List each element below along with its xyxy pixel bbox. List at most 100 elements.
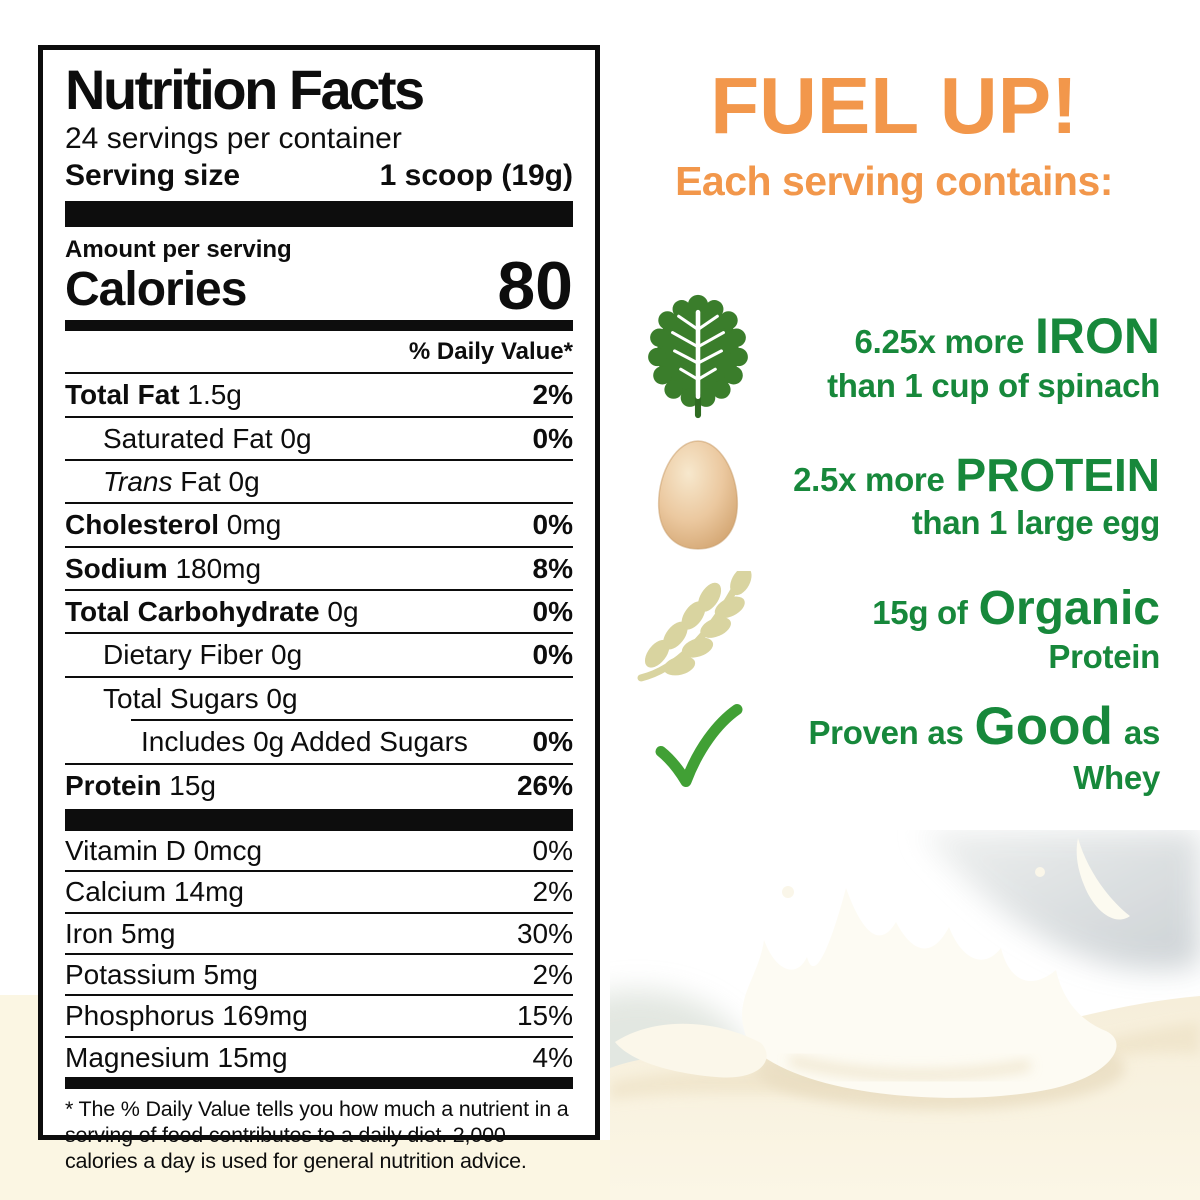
nutrient-row: Total Sugars 0g (65, 678, 573, 719)
row-separator (65, 1035, 573, 1038)
promo-subheadline: Each serving contains: (675, 158, 1113, 204)
nutrient-row: Total Carbohydrate 0g 0% (65, 591, 573, 632)
nutrient-row: Vitamin D 0mcg 0% (65, 831, 573, 870)
divider-bar (65, 808, 573, 831)
nutrient-name: Saturated Fat 0g (103, 422, 312, 454)
nutrient-daily-value: 0% (532, 422, 573, 454)
nutrient-daily-value: 30% (516, 917, 573, 949)
promo-item-organic: 15g of Organic Protein (632, 565, 1160, 691)
promo-prefix: 6.25x more (854, 323, 1025, 360)
promo-line2: Whey (1073, 758, 1160, 796)
promo-line2: than 1 large egg (911, 504, 1161, 541)
promo-highlight: Good (974, 696, 1113, 756)
nutrient-daily-value: 15% (516, 1000, 573, 1032)
row-separator (65, 952, 573, 955)
nutrient-daily-value: 2% (532, 379, 573, 411)
promo-headline: FUEL UP! (710, 61, 1078, 150)
nutrient-daily-value: 8% (532, 552, 573, 584)
row-separator (65, 911, 573, 914)
row-separator (65, 870, 573, 873)
serving-size-value: 1 scoop (19g) (379, 158, 573, 192)
row-separator (65, 994, 573, 997)
kale-leaf-icon (632, 293, 764, 419)
promo-highlight: Organic (978, 581, 1160, 635)
nutrient-name: Phosphorus 169mg (65, 1000, 308, 1032)
checkmark-icon (632, 703, 764, 789)
nutrient-daily-value: 0% (532, 509, 573, 541)
row-separator (65, 545, 573, 548)
nutrition-facts-title: Nutrition Facts (65, 58, 425, 121)
nutrient-name: Total Carbohydrate 0g (65, 596, 359, 628)
daily-value-footnote: * The % Daily Value tells you how much a… (65, 1097, 569, 1174)
nutrient-row: Calcium 14mg 2% (65, 872, 573, 911)
nutrient-row: Includes 0g Added Sugars 0% (65, 721, 573, 762)
promo-line2: Protein (1048, 637, 1160, 675)
row-separator (65, 415, 573, 418)
nutrient-row: Saturated Fat 0g 0% (65, 418, 573, 459)
promo-highlight: PROTEIN (955, 449, 1160, 501)
nutrient-row: Cholesterol 0mg 0% (65, 504, 573, 545)
promo-header: FUEL UP! Each serving contains: (618, 66, 1170, 205)
nutrient-daily-value: 4% (532, 1041, 573, 1073)
promo-prefix: Proven as (808, 713, 964, 751)
nutrient-row: Phosphorus 169mg 15% (65, 996, 573, 1035)
nutrient-daily-value: 0% (532, 834, 573, 866)
amount-per-serving-label: Amount per serving (65, 235, 292, 263)
nutrient-name: Vitamin D 0mcg (65, 834, 263, 866)
calories-label: Calories (65, 262, 247, 316)
calories-row: Calories 80 (65, 247, 573, 324)
promo-item-text: Proven as Good as Whey (764, 696, 1160, 797)
nutrient-row: Trans Fat 0g (65, 461, 573, 502)
nutrient-name: Dietary Fiber 0g (103, 639, 303, 671)
promo-item-text: 2.5x more PROTEIN than 1 large egg (764, 448, 1160, 542)
nutrient-daily-value: 0% (532, 596, 573, 628)
nutrient-name: Protein 15g (65, 769, 216, 801)
servings-per-container: 24 servings per container (65, 122, 402, 155)
nutrient-row: Dietary Fiber 0g 0% (65, 634, 573, 675)
nutrient-row: Total Fat 1.5g 2% (65, 374, 573, 415)
nutrient-row: Sodium 180mg 8% (65, 548, 573, 589)
nutrient-row: Potassium 5mg 2% (65, 955, 573, 994)
promo-highlight: IRON (1035, 308, 1160, 364)
nutrition-facts-label: Nutrition Facts 24 servings per containe… (38, 45, 600, 1173)
nutrient-name: Iron 5mg (65, 917, 176, 949)
nutrient-name: Total Fat 1.5g (65, 379, 242, 411)
promo-prefix: 2.5x more (793, 461, 945, 498)
row-separator (65, 589, 573, 592)
micronutrient-rows: Vitamin D 0mcg 0% Calcium 14mg 2% Iron 5mg 30… (65, 831, 573, 1077)
promo-prefix: 15g of (872, 593, 968, 631)
nutrient-name: Trans Fat 0g (103, 466, 260, 498)
promo-item-protein: 2.5x more PROTEIN than 1 large egg (632, 430, 1160, 560)
divider-bar (65, 1077, 573, 1090)
row-separator (65, 762, 573, 765)
nutrient-daily-value: 2% (532, 876, 573, 908)
nutrient-row: Iron 5mg 30% (65, 914, 573, 953)
nutrient-rows: Total Fat 1.5g 2% Saturated Fat 0g 0% Trans … (65, 374, 573, 806)
nutrient-daily-value: 0% (532, 726, 573, 758)
serving-size-row: Serving size 1 scoop (19g) (65, 159, 573, 193)
cream-background-strip (0, 1140, 614, 1200)
row-separator (65, 459, 573, 462)
nutrient-name: Calcium 14mg (65, 876, 244, 908)
milk-splash-image (610, 830, 1200, 1200)
egg-icon (632, 437, 764, 553)
nutrient-daily-value: 0% (532, 639, 573, 671)
row-separator (131, 719, 573, 722)
row-separator (65, 632, 573, 635)
promo-item-text: 6.25x more IRON than 1 cup of spinach (764, 307, 1160, 405)
serving-size-label: Serving size (65, 158, 241, 192)
divider-bar (65, 200, 573, 227)
nutrient-row: Magnesium 15mg 4% (65, 1038, 573, 1077)
nutrient-daily-value: 26% (516, 769, 573, 801)
nutrient-name: Sodium 180mg (65, 552, 262, 584)
calories-value: 80 (497, 247, 573, 324)
nutrient-name: Total Sugars 0g (103, 682, 298, 714)
divider-bar (65, 320, 573, 332)
nutrient-name: Includes 0g Added Sugars (141, 726, 468, 758)
promo-suffix: as (1123, 713, 1160, 751)
row-separator (65, 675, 573, 678)
daily-value-header: % Daily Value* (65, 331, 573, 375)
nutrient-name: Magnesium 15mg (65, 1041, 288, 1073)
wheat-sprig-icon (632, 571, 764, 685)
